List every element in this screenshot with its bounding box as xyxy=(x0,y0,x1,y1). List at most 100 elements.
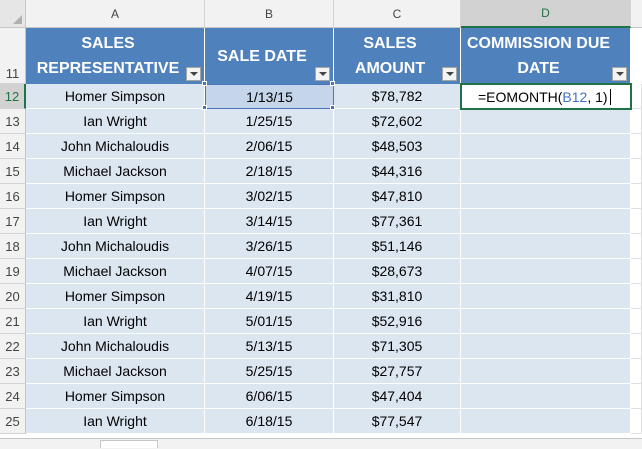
selection-handle[interactable] xyxy=(330,105,335,110)
row-header-23[interactable]: 23 xyxy=(0,359,26,384)
cell-sales-rep[interactable]: Homer Simpson xyxy=(26,384,205,409)
cell-column-e[interactable] xyxy=(631,359,642,384)
cell-column-e[interactable] xyxy=(631,309,642,334)
row-header-19[interactable]: 19 xyxy=(0,259,26,284)
cell-sales-amount[interactable]: $77,361 xyxy=(334,209,461,234)
cell-sale-date[interactable]: 2/18/15 xyxy=(205,159,334,184)
cell-sales-amount[interactable]: $47,404 xyxy=(334,384,461,409)
cell-sales-rep[interactable]: John Michaloudis xyxy=(26,234,205,259)
cell-column-e[interactable] xyxy=(631,334,642,359)
cell-column-e[interactable] xyxy=(631,284,642,309)
formula-text: =EOMONTH(B12, 1) xyxy=(478,88,608,105)
cell-sales-amount[interactable]: $31,810 xyxy=(334,284,461,309)
cell-commission-due[interactable] xyxy=(461,309,631,334)
cell-sale-date[interactable]: 2/06/15 xyxy=(205,134,334,159)
cell-column-e[interactable] xyxy=(631,384,642,409)
row-header-17[interactable]: 17 xyxy=(0,209,26,234)
selection-handle[interactable] xyxy=(330,81,335,86)
column-header-e[interactable] xyxy=(631,0,642,28)
cell-sales-rep[interactable]: Homer Simpson xyxy=(26,184,205,209)
cell-sales-amount[interactable]: $52,916 xyxy=(334,309,461,334)
row-header-11[interactable]: 11 xyxy=(0,28,26,84)
cell-column-e[interactable] xyxy=(631,109,642,134)
column-header-a[interactable]: A xyxy=(26,0,205,28)
row-header-24[interactable]: 24 xyxy=(0,384,26,409)
row-header-22[interactable]: 22 xyxy=(0,334,26,359)
cell-sale-date[interactable]: 3/02/15 xyxy=(205,184,334,209)
row-header-18[interactable]: 18 xyxy=(0,234,26,259)
cell-sales-rep[interactable]: Homer Simpson xyxy=(26,84,205,109)
row-header-13[interactable]: 13 xyxy=(0,109,26,134)
cell-commission-due[interactable] xyxy=(461,284,631,309)
cell-commission-due[interactable] xyxy=(461,259,631,284)
cell-column-e[interactable] xyxy=(631,159,642,184)
cell-commission-due[interactable] xyxy=(461,159,631,184)
row-header-14[interactable]: 14 xyxy=(0,134,26,159)
cell-sale-date[interactable]: 6/18/15 xyxy=(205,409,334,434)
cell-sales-amount[interactable]: $28,673 xyxy=(334,259,461,284)
select-all-corner[interactable] xyxy=(0,0,26,28)
cell-commission-due[interactable] xyxy=(461,234,631,259)
row-header-15[interactable]: 15 xyxy=(0,159,26,184)
cell-sales-amount[interactable]: $77,547 xyxy=(334,409,461,434)
cell-sales-amount[interactable]: $48,503 xyxy=(334,134,461,159)
cell-sales-rep[interactable]: Ian Wright xyxy=(26,409,205,434)
cell-sales-rep[interactable]: Ian Wright xyxy=(26,309,205,334)
row-header-20[interactable]: 20 xyxy=(0,284,26,309)
cell-commission-due[interactable] xyxy=(461,184,631,209)
cell-sales-rep[interactable]: Michael Jackson xyxy=(26,159,205,184)
sheet-tab[interactable] xyxy=(100,440,158,448)
cell-sales-amount[interactable]: $51,146 xyxy=(334,234,461,259)
cell-sale-date[interactable]: 6/06/15 xyxy=(205,384,334,409)
cell-sale-date[interactable]: 3/26/15 xyxy=(205,234,334,259)
row-header-25[interactable]: 25 xyxy=(0,409,26,434)
cell-sales-rep[interactable]: John Michaloudis xyxy=(26,134,205,159)
cell-column-e[interactable] xyxy=(631,184,642,209)
cell-column-e[interactable] xyxy=(631,84,642,109)
cell-commission-due[interactable] xyxy=(461,109,631,134)
column-header-d[interactable]: D xyxy=(461,0,631,28)
cell-column-e[interactable] xyxy=(631,234,642,259)
row-header-21[interactable]: 21 xyxy=(0,309,26,334)
active-cell-formula-editor[interactable]: =EOMONTH(B12, 1) xyxy=(460,83,632,110)
cell-column-e[interactable] xyxy=(631,409,642,434)
row-header-12[interactable]: 12 xyxy=(0,84,26,109)
cell-sales-rep[interactable]: John Michaloudis xyxy=(26,334,205,359)
cell-commission-due[interactable] xyxy=(461,409,631,434)
column-header-b[interactable]: B xyxy=(205,0,334,28)
cell-sales-rep[interactable]: Ian Wright xyxy=(26,209,205,234)
cell-sale-date[interactable]: 5/01/15 xyxy=(205,309,334,334)
cell-sale-date[interactable]: 3/14/15 xyxy=(205,209,334,234)
filter-dropdown-icon[interactable] xyxy=(442,67,457,81)
cell-sales-amount[interactable]: $71,305 xyxy=(334,334,461,359)
cell-sales-rep[interactable]: Michael Jackson xyxy=(26,259,205,284)
cell-sale-date[interactable]: 4/19/15 xyxy=(205,284,334,309)
filter-dropdown-icon[interactable] xyxy=(315,67,330,81)
cell-commission-due[interactable] xyxy=(461,134,631,159)
cell-commission-due[interactable] xyxy=(461,209,631,234)
cell-sales-rep[interactable]: Michael Jackson xyxy=(26,359,205,384)
cell-sale-date[interactable]: 4/07/15 xyxy=(205,259,334,284)
cell-sale-date[interactable]: 5/13/15 xyxy=(205,334,334,359)
cell-commission-due[interactable] xyxy=(461,334,631,359)
column-header-c[interactable]: C xyxy=(334,0,461,28)
row-header-16[interactable]: 16 xyxy=(0,184,26,209)
cell-sales-amount[interactable]: $27,757 xyxy=(334,359,461,384)
filter-dropdown-icon[interactable] xyxy=(186,67,201,81)
selection-handle[interactable] xyxy=(202,105,207,110)
cell-sales-rep[interactable]: Ian Wright xyxy=(26,109,205,134)
filter-dropdown-icon[interactable] xyxy=(612,67,627,81)
cell-sale-date[interactable]: 1/25/15 xyxy=(205,109,334,134)
cell-sales-amount[interactable]: $44,316 xyxy=(334,159,461,184)
cell-sales-rep[interactable]: Homer Simpson xyxy=(26,284,205,309)
cell-column-e[interactable] xyxy=(631,209,642,234)
cell-sales-amount[interactable]: $78,782 xyxy=(334,84,461,109)
cell-commission-due[interactable] xyxy=(461,384,631,409)
cell-sales-amount[interactable]: $72,602 xyxy=(334,109,461,134)
selection-handle[interactable] xyxy=(202,81,207,86)
cell-sale-date[interactable]: 5/25/15 xyxy=(205,359,334,384)
cell-column-e[interactable] xyxy=(631,134,642,159)
cell-column-e[interactable] xyxy=(631,259,642,284)
cell-sales-amount[interactable]: $47,810 xyxy=(334,184,461,209)
cell-commission-due[interactable] xyxy=(461,359,631,384)
